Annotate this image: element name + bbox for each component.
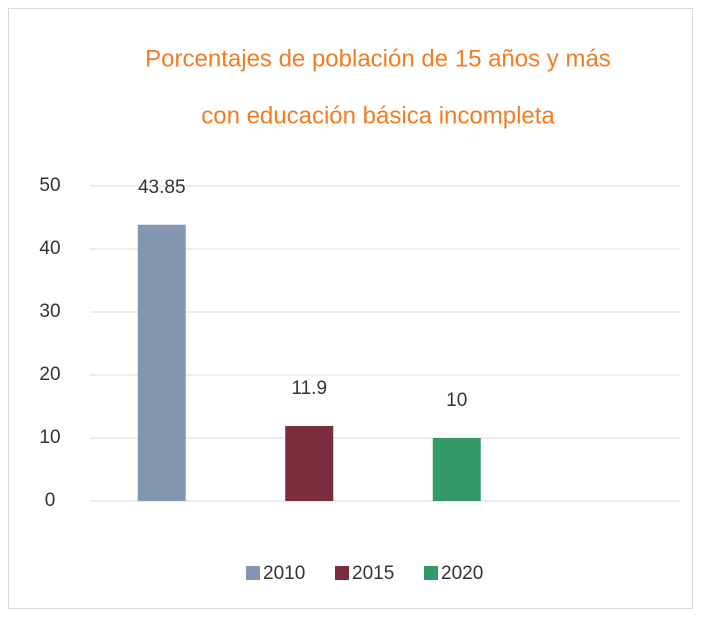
- data-label: 43.85: [138, 177, 186, 198]
- legend-label: 2010: [263, 563, 305, 584]
- data-label: 11.9: [291, 378, 327, 399]
- legend-swatch: [335, 566, 349, 580]
- y-tick-label: 50: [39, 175, 60, 196]
- chart-title: Porcentajes de población de 15 años y má…: [145, 45, 611, 72]
- y-tick-label: 10: [39, 427, 60, 448]
- y-tick-label: 40: [39, 238, 60, 259]
- y-tick-label: 0: [45, 490, 56, 511]
- data-label: 10: [446, 390, 467, 411]
- chart-title: con educación básica incompleta: [201, 102, 555, 129]
- y-tick-label: 20: [39, 364, 60, 385]
- bar: [137, 224, 186, 501]
- chart-frame: [8, 8, 693, 609]
- bar: [432, 438, 481, 501]
- legend-swatch: [246, 566, 260, 580]
- legend-label: 2015: [352, 563, 394, 584]
- bar: [285, 426, 334, 501]
- legend-label: 2020: [441, 563, 483, 584]
- legend-swatch: [424, 566, 438, 580]
- y-tick-label: 30: [39, 301, 60, 322]
